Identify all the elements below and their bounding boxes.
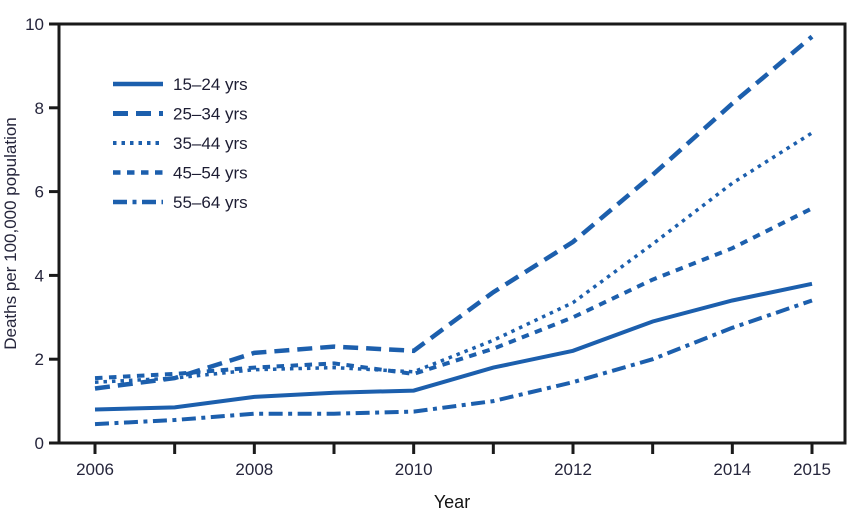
series-line: [94, 298, 813, 427]
series-line: [94, 131, 813, 384]
series-line: [94, 206, 813, 381]
series-line: [94, 34, 814, 391]
y-tick-label: 4: [35, 266, 44, 285]
plot-frame: [57, 22, 847, 445]
y-tick-label: 8: [35, 99, 44, 118]
x-tick-label: 2010: [395, 460, 433, 479]
x-tick-label: 2014: [713, 460, 751, 479]
x-tick-label: 2012: [554, 460, 592, 479]
x-axis-title: Year: [434, 492, 470, 512]
x-tick-label: 2015: [793, 460, 831, 479]
legend-item-label: 55–64 yrs: [173, 193, 248, 212]
x-tick-label: 2006: [76, 460, 114, 479]
y-axis-title: Deaths per 100,000 population: [1, 117, 20, 350]
legend-item-label: 15–24 yrs: [173, 75, 248, 94]
y-tick-label: 10: [25, 15, 44, 34]
legend-item-label: 35–44 yrs: [173, 134, 248, 153]
series-line: [94, 281, 813, 412]
legend-item-label: 45–54 yrs: [173, 164, 248, 183]
y-tick-label: 0: [35, 434, 44, 453]
y-tick-label: 6: [35, 183, 44, 202]
y-tick-label: 2: [35, 350, 44, 369]
legend-item-label: 25–34 yrs: [173, 105, 248, 124]
x-tick-label: 2008: [235, 460, 273, 479]
